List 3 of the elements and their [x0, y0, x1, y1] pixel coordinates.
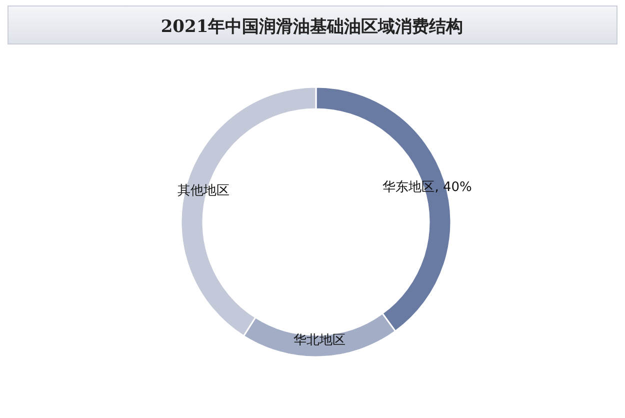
- chart-title: 2021年中国润滑油基础油区域消费结构: [160, 17, 464, 37]
- slice-label: 其他地区: [178, 183, 230, 198]
- slice-label: 华北地区: [294, 332, 346, 348]
